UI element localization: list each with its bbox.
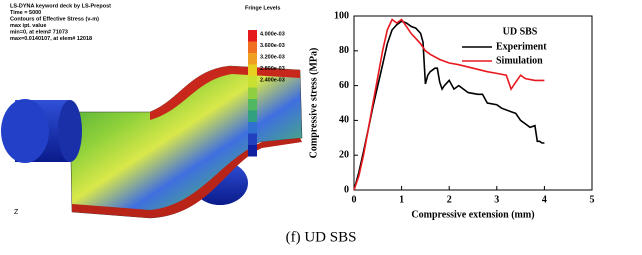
x-tick-label: 5 xyxy=(590,194,595,205)
fringe-swatch xyxy=(248,134,257,146)
fringe-swatch xyxy=(248,111,257,123)
fringe-level: 4.000e-03 xyxy=(260,31,285,37)
simulation-header: min=0, at elem# 71073 xyxy=(10,29,68,35)
fringe-level: 2.800e-03 xyxy=(260,66,285,72)
fringe-swatch xyxy=(248,65,257,77)
x-tick-label: 1 xyxy=(399,194,404,205)
fringe-swatch xyxy=(248,53,257,65)
simulation-header: max=0.0140107, at elem# 12018 xyxy=(10,36,92,42)
legend-title: UD SBS xyxy=(503,26,538,37)
x-tick-label: 2 xyxy=(447,194,452,205)
simulation-header: LS-DYNA keyword deck by LS-Prepost xyxy=(10,3,111,9)
simulation-header: Contours of Effective Stress (v-m) xyxy=(10,16,99,22)
fringe-swatch xyxy=(248,99,257,111)
y-tick-label: 60 xyxy=(339,80,349,91)
simulation-header: Time = 5000 xyxy=(10,10,41,16)
y-tick-label: 80 xyxy=(339,45,349,56)
legend-label: Experiment xyxy=(496,41,547,52)
fringe-swatch xyxy=(248,76,257,88)
svg-text:Z: Z xyxy=(14,209,19,216)
fringe-level: 3.200e-03 xyxy=(260,54,285,60)
caption: (f) UD SBS xyxy=(286,229,357,245)
fringe-title: Fringe Levels xyxy=(245,5,280,11)
y-axis-label: Compressive stress (MPa) xyxy=(308,48,319,159)
fringe-level: 3.600e-03 xyxy=(260,43,285,49)
fringe-swatch xyxy=(248,42,257,54)
x-tick-label: 0 xyxy=(352,194,357,205)
y-tick-label: 20 xyxy=(339,149,349,160)
y-tick-label: 40 xyxy=(339,115,349,126)
fringe-swatch xyxy=(248,88,257,100)
x-tick-label: 3 xyxy=(494,194,499,205)
fringe-level: 2.400e-03 xyxy=(260,77,285,83)
figure: Z LS-DYNA keyword deck by LS-PrepostTime… xyxy=(0,0,642,255)
plot-frame xyxy=(354,16,592,190)
fringe-swatch xyxy=(248,122,257,134)
fringe-swatch xyxy=(248,145,257,157)
y-tick-label: 0 xyxy=(344,184,349,195)
fringe-swatch xyxy=(248,30,257,42)
x-tick-label: 4 xyxy=(542,194,547,205)
legend-label: Simulation xyxy=(496,55,543,66)
simulation-header: max ipt. value xyxy=(10,23,46,29)
y-tick-label: 100 xyxy=(334,10,349,21)
x-axis-label: Compressive extension (mm) xyxy=(411,209,534,220)
